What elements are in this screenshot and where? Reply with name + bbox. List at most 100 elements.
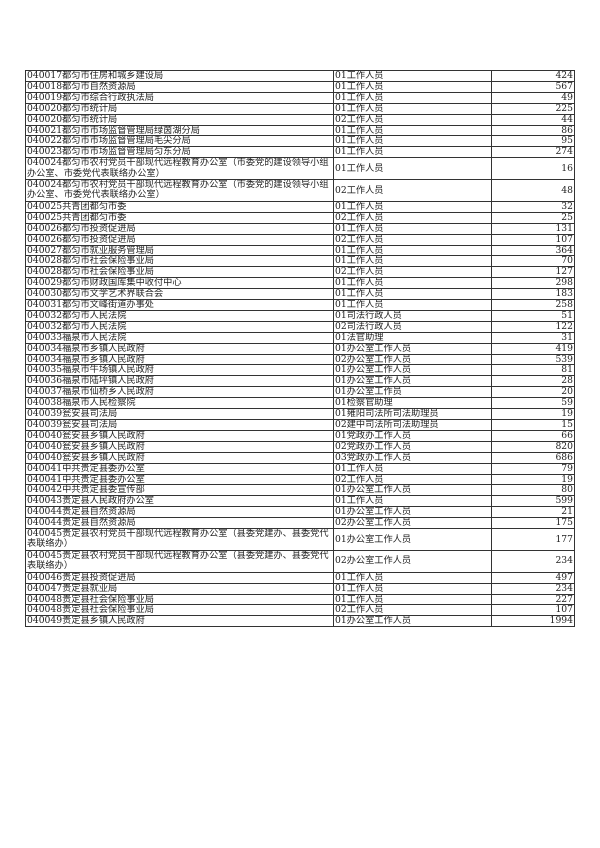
position-cell: 02工作人员 [333, 211, 492, 224]
table-row: 040046贵定县投资促进局 01工作人员 497 [25, 571, 575, 584]
unit-cell: 040042中共贵定县委宣传部 [25, 484, 334, 497]
table-row: 040025共青团都匀市委 01工作人员 32 [25, 200, 575, 213]
unit-cell: 040037福泉市仙桥乡人民政府 [25, 386, 334, 399]
unit-cell: 040047贵定县就业局 [25, 582, 334, 595]
unit-cell: 040041中共贵定县委办公室 [25, 473, 334, 486]
table-row: 040029都匀市财政国库集中收付中心 01工作人员 298 [25, 277, 575, 290]
table-row: 040035福泉市牛场镇人民政府 01办公室工作人员 81 [25, 364, 575, 377]
position-cell: 03党政办工作人员 [333, 451, 492, 464]
table-row: 040041中共贵定县委办公室 02工作人员 19 [25, 473, 575, 486]
position-cell: 01工作人员 [333, 571, 492, 584]
table-row: 040039瓮安县司法局 02建中司法所司法助理员 15 [25, 419, 575, 431]
unit-cell: 040027都匀市就业服务管理局 [25, 244, 334, 257]
unit-cell: 040020都匀市统计局 [25, 113, 334, 126]
table-row: 040018都匀市自然资源局 01工作人员 567 [25, 80, 575, 93]
unit-cell: 040021都匀市市场监督管理局绿茵湖分局 [25, 124, 334, 137]
table-row: 040036福泉市陆坪镇人民政府 01办公室工作人员 28 [25, 375, 575, 388]
unit-cell: 040040瓮安县乡镇人民政府 [25, 429, 334, 442]
count-cell: 364 [491, 244, 575, 257]
table-row: 040022都匀市市场监督管理局毛尖分局 01工作人员 95 [25, 135, 575, 148]
count-cell: 107 [491, 233, 575, 246]
table-row: 040027都匀市就业服务管理局 01工作人员 364 [25, 244, 575, 257]
position-cell: 01工作人员 [333, 255, 492, 268]
position-cell: 01工作人员 [333, 102, 492, 115]
unit-cell: 040035福泉市牛场镇人民政府 [25, 364, 334, 377]
position-cell: 01工作人员 [333, 135, 492, 148]
table-row: 040038福泉市人民检察院 01检察官助理 59 [25, 397, 575, 410]
position-cell: 01工作人员 [333, 582, 492, 595]
table-row: 040021都匀市市场监督管理局绿茵湖分局 01工作人员 86 [25, 124, 575, 137]
unit-cell: 040026都匀市投资促进局 [25, 222, 334, 235]
count-cell: 599 [491, 495, 575, 508]
table-row: 040017都匀市住房和城乡建设局 01工作人员 424 [25, 70, 575, 82]
count-cell: 567 [491, 80, 575, 93]
table-row: 040026都匀市投资促进局 02工作人员 107 [25, 233, 575, 246]
position-cell: 01办公室工作人员 [333, 506, 492, 519]
position-cell: 01办公室工作人员 [333, 375, 492, 388]
position-cell: 01工作人员 [333, 495, 492, 508]
count-cell: 227 [491, 593, 575, 606]
count-cell: 49 [491, 91, 575, 104]
table-row: 040048贵定县社会保险事业局 01工作人员 227 [25, 593, 575, 606]
position-cell: 02工作人员 [333, 233, 492, 246]
position-cell: 02工作人员 [333, 266, 492, 279]
position-cell: 01工作人员 [333, 80, 492, 93]
count-cell: 225 [491, 102, 575, 115]
unit-cell: 040036福泉市陆坪镇人民政府 [25, 375, 334, 388]
unit-cell: 040046贵定县投资促进局 [25, 571, 334, 584]
position-cell: 01检察官助理 [333, 397, 492, 410]
unit-cell: 040034福泉市乡镇人民政府 [25, 353, 334, 366]
table-row: 040037福泉市仙桥乡人民政府 01办公室工作员 20 [25, 386, 575, 399]
position-cell: 01工作人员 [333, 222, 492, 235]
table-row: 040028都匀市社会保险事业局 01工作人员 70 [25, 255, 575, 268]
unit-cell: 040033福泉市人民法院 [25, 331, 334, 344]
position-cell: 01工作人员 [333, 91, 492, 104]
unit-cell: 040039瓮安县司法局 [25, 419, 334, 431]
count-cell: 122 [491, 320, 575, 333]
count-cell: 107 [491, 604, 575, 617]
unit-cell: 040045贵定县农村党员干部现代远程教育办公室（县委党建办、县委党代表联络办） [25, 549, 334, 573]
position-cell: 01司法行政人员 [333, 309, 492, 322]
count-cell: 1994 [491, 615, 575, 628]
table-row: 040032都匀市人民法院 01司法行政人员 51 [25, 309, 575, 322]
position-cell: 02工作人员 [333, 604, 492, 617]
table-row: 040040瓮安县乡镇人民政府 03党政办工作人员 686 [25, 451, 575, 464]
position-cell: 01法官助理 [333, 331, 492, 344]
position-cell: 01工作人员 [333, 200, 492, 213]
count-cell: 32 [491, 200, 575, 213]
unit-cell: 040019都匀市综合行政执法局 [25, 91, 334, 104]
table-row: 040031都匀市文峰街道办事处 01工作人员 258 [25, 299, 575, 311]
table-row: 040040瓮安县乡镇人民政府 02党政办工作人员 820 [25, 440, 575, 453]
count-cell: 539 [491, 353, 575, 366]
table-row: 040034福泉市乡镇人民政府 01办公室工作人员 419 [25, 342, 575, 355]
count-cell: 48 [491, 179, 575, 202]
table-row: 040045贵定县农村党员干部现代远程教育办公室（县委党建办、县委党代表联络办）… [25, 549, 575, 573]
count-cell: 66 [491, 429, 575, 442]
unit-cell: 040025共青团都匀市委 [25, 211, 334, 224]
table-row: 040044贵定县自然资源局 01办公室工作人员 21 [25, 506, 575, 519]
position-cell: 02工作人员 [333, 473, 492, 486]
table-row: 040032都匀市人民法院 02司法行政人员 122 [25, 320, 575, 333]
table-row: 040047贵定县就业局 01工作人员 234 [25, 582, 575, 595]
table-row: 040020都匀市统计局 02工作人员 44 [25, 113, 575, 126]
count-cell: 51 [491, 309, 575, 322]
unit-cell: 040039瓮安县司法局 [25, 408, 334, 420]
unit-cell: 040026都匀市投资促进局 [25, 233, 334, 246]
unit-cell: 040032都匀市人民法院 [25, 309, 334, 322]
count-cell: 15 [491, 419, 575, 431]
unit-cell: 040029都匀市财政国库集中收付中心 [25, 277, 334, 290]
unit-cell: 040032都匀市人民法院 [25, 320, 334, 333]
position-cell: 01办公室工作人员 [333, 342, 492, 355]
unit-cell: 040020都匀市统计局 [25, 102, 334, 115]
table-row: 040049贵定县乡镇人民政府 01办公室工作人员 1994 [25, 615, 575, 628]
unit-cell: 040044贵定县自然资源局 [25, 517, 334, 530]
position-cell: 01党政办工作人员 [333, 429, 492, 442]
count-cell: 16 [491, 157, 575, 181]
unit-cell: 040022都匀市市场监督管理局毛尖分局 [25, 135, 334, 148]
position-cell: 01工作人员 [333, 299, 492, 311]
table-row: 040028都匀市社会保险事业局 02工作人员 127 [25, 266, 575, 279]
count-cell: 81 [491, 364, 575, 377]
position-cell: 02司法行政人员 [333, 320, 492, 333]
count-cell: 686 [491, 451, 575, 464]
count-cell: 95 [491, 135, 575, 148]
